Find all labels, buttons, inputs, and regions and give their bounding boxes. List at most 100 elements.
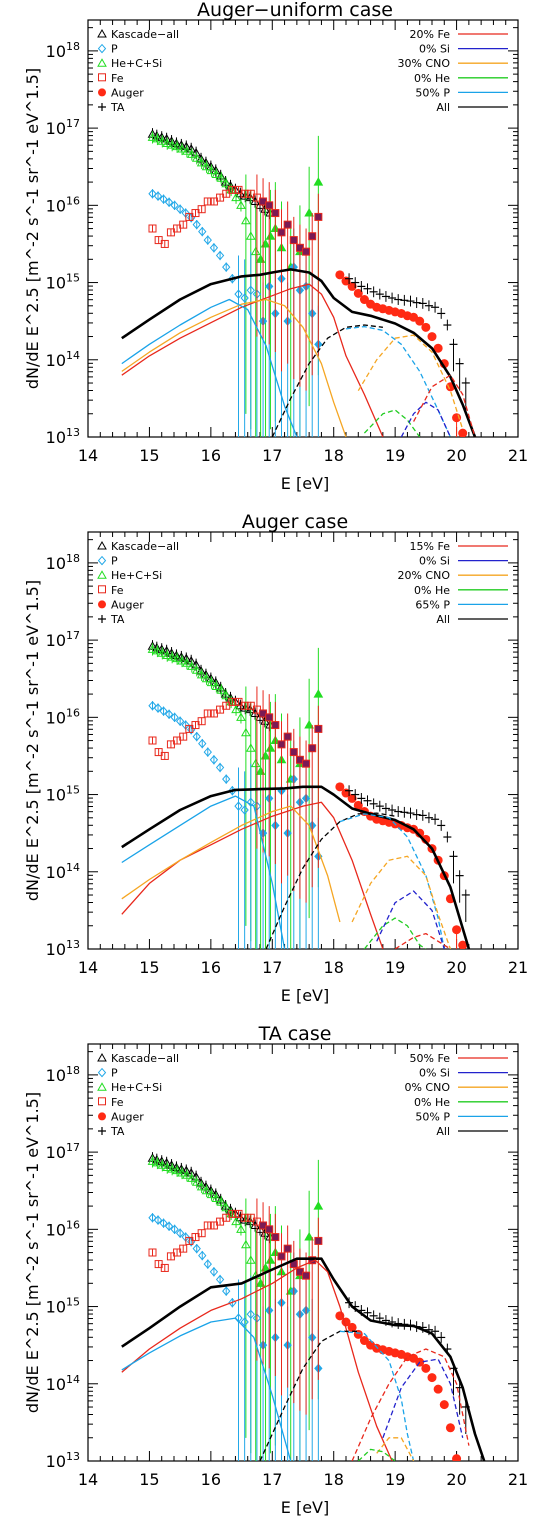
legend-label: Auger [111,598,144,611]
y-tick-exponent: 18 [66,40,80,53]
hecsi-marker [147,644,158,653]
legend-label: P [111,1067,118,1080]
kascade-marker [176,1164,187,1173]
proton-marker [246,285,255,296]
hecsi-marker [182,146,192,155]
legend-label: P [111,555,118,568]
hecsi-marker [211,681,222,690]
proton-marker [175,716,185,726]
iron-marker [197,205,206,214]
y-tick-label: 1017 [46,1141,80,1162]
auger-marker [415,828,425,838]
hecsi-marker [182,658,192,667]
kascade-marker [176,140,187,149]
y-tick-label: 1018 [46,552,80,573]
hecsi-marker [152,133,163,143]
kascade-marker [151,642,162,652]
kascade-marker [225,1205,236,1214]
legend-marker-diamond [97,43,107,54]
x-tick-label: 18 [324,446,344,465]
y-tick-label: 1013 [46,1450,80,1471]
legend-marker-triangle [97,58,107,67]
auger-marker [421,322,431,332]
x-tick-label: 15 [139,958,159,977]
y-tick-base: 10 [46,1452,66,1471]
kascade-marker [156,644,167,653]
series-line-p [121,1317,292,1461]
kascade-marker [161,133,172,143]
iron-marker [277,740,286,749]
series-line-cno [121,805,341,923]
iron-marker [228,1209,237,1218]
y-tick-base: 10 [46,940,66,959]
y-tick-label: 1014 [46,349,80,370]
y-tick-label: 1014 [46,1373,80,1394]
proton-marker [234,289,243,299]
hecsi-marker [245,1255,256,1264]
hecsi-marker [172,141,182,151]
iron-marker [240,1213,249,1222]
proton-marker [192,1243,201,1254]
iron-marker [314,212,323,221]
y-tick-base: 10 [46,708,66,727]
legend-marker-plus [98,103,106,111]
proton-marker [240,293,249,303]
legend-label: 20% CNO [397,569,450,582]
auger-marker [452,1454,462,1461]
iron-marker [240,189,249,198]
hecsi-marker [186,661,197,670]
kascade-marker [166,648,177,657]
proton-marker [198,226,207,237]
kascade-marker [171,650,182,660]
kascade-marker [171,138,182,148]
series-line-fe-extragalactic [394,932,451,949]
y-tick-base: 10 [46,1220,66,1239]
iron-marker [277,1252,286,1261]
series-line-p-extragalactic [271,324,383,437]
y-tick-exponent: 15 [66,272,80,285]
series-line-cno [121,298,347,437]
proton-marker [170,1224,179,1235]
legend-marker-triangle [97,1052,107,1062]
x-axis-label: E [eV] [281,1498,329,1517]
proton-marker [148,700,157,711]
hecsi-marker [231,192,241,202]
auger-marker [433,1384,443,1394]
x-tick-label: 14 [78,958,98,977]
chart-title: Auger−uniform case [197,0,393,21]
auger-marker [427,1373,437,1383]
auger-marker [353,800,363,810]
proton-marker [203,747,212,757]
legend-label: He+C+Si [111,57,162,70]
x-tick-label: 16 [201,1470,221,1489]
auger-marker [427,332,437,342]
iron-marker [265,1225,274,1234]
y-tick-exponent: 15 [66,784,80,797]
legend-marker-triangle [97,540,107,550]
hecsi-marker [221,178,232,188]
series-line-all [121,785,471,949]
y-tick-exponent: 13 [66,1450,80,1463]
iron-marker [283,1244,292,1253]
proton-marker [198,1250,207,1261]
iron-marker [271,209,280,218]
series-line-p [121,298,298,437]
series-line-p [121,795,286,949]
hecsi-marker [206,1189,217,1199]
hecsi-marker [241,1239,251,1249]
hecsi-marker [152,1157,163,1167]
y-tick-label: 1013 [46,938,80,959]
x-tick-label: 14 [78,1470,98,1489]
y-tick-label: 1016 [46,194,80,215]
proton-marker [170,712,179,723]
legend-label: All [436,1125,450,1138]
hecsi-marker [245,231,256,240]
hecsi-marker [186,1173,197,1182]
y-axis-label: dN/dE E^2.5 [m^-2 s^-1 sr^-1 eV^1.5] [23,68,42,389]
iron-marker [271,721,280,730]
kascade-marker [161,645,172,655]
series-line-p-extragalactic [339,813,445,949]
series-line-si-extragalactic [400,401,451,437]
y-tick-base: 10 [46,1298,66,1317]
x-tick-label: 20 [446,446,466,465]
